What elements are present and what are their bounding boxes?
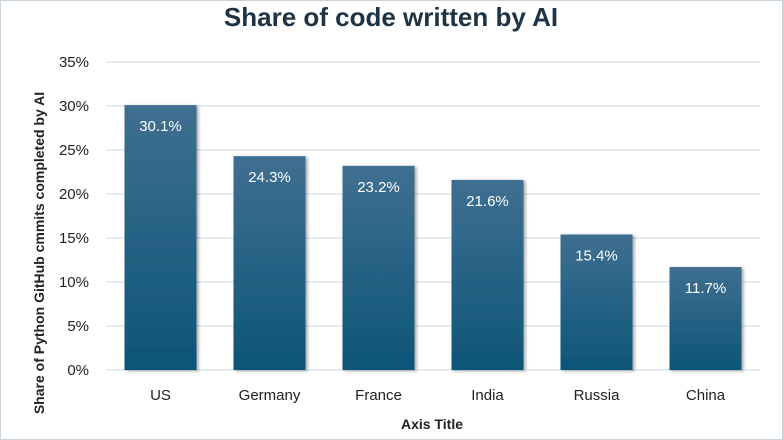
bar-russia	[560, 234, 633, 370]
y-axis-title: Share of Python GitHub cmmits completed …	[31, 92, 47, 414]
bars	[124, 105, 742, 371]
y-tick-label: 10%	[59, 274, 89, 291]
chart-title: Share of code written by AI	[224, 2, 558, 32]
y-tick-label: 30%	[59, 98, 89, 115]
data-label: 21.6%	[466, 193, 509, 210]
data-label: 30.1%	[139, 118, 182, 135]
data-labels: 30.1% 24.3% 23.2% 21.6% 15.4% 11.7%	[139, 118, 726, 297]
y-tick-label: 20%	[59, 186, 89, 203]
y-tick-label: 35%	[59, 54, 89, 71]
bar-china	[669, 267, 742, 370]
grid-lines	[106, 61, 760, 371]
y-tick-label: 25%	[59, 142, 89, 159]
bar-germany	[233, 156, 306, 370]
bar-us	[124, 105, 197, 371]
data-label: 24.3%	[248, 169, 291, 186]
bar-india	[451, 179, 524, 370]
data-label: 15.4%	[575, 247, 618, 264]
data-label: 11.7%	[685, 280, 726, 297]
bar-france	[342, 165, 415, 370]
x-category-label: China	[686, 387, 726, 404]
x-axis-title: Axis Title	[401, 416, 463, 432]
x-axis-categories: US Germany France India Russia China	[150, 387, 726, 404]
y-axis-ticks: 0% 5% 10% 15% 20% 25% 30% 35%	[59, 54, 89, 379]
x-category-label: India	[471, 387, 504, 404]
data-label: 23.2%	[357, 179, 400, 196]
y-tick-label: 5%	[67, 318, 89, 335]
x-category-label: Germany	[239, 387, 301, 404]
x-category-label: US	[150, 387, 171, 404]
x-category-label: France	[355, 387, 402, 404]
y-tick-label: 15%	[59, 230, 89, 247]
y-tick-label: 0%	[67, 362, 89, 379]
x-category-label: Russia	[574, 387, 621, 404]
